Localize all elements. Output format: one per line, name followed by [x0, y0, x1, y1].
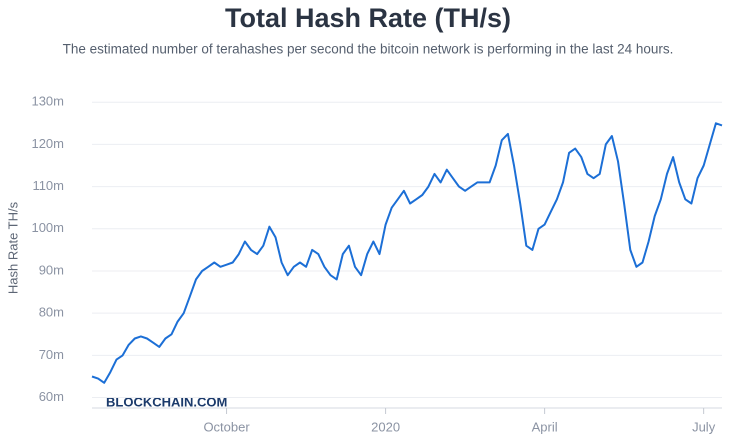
y-tick-label: 60m — [39, 389, 64, 404]
watermark: BLOCKCHAIN.COM — [106, 394, 227, 409]
y-tick-label: 110m — [32, 178, 64, 193]
y-tick-label: 120m — [31, 136, 64, 151]
y-tick-label: 130m — [31, 94, 64, 109]
chart-title: Total Hash Rate (TH/s) — [225, 3, 511, 33]
chart-subtitle: The estimated number of terahashes per s… — [63, 42, 674, 57]
y-tick-label: 70m — [39, 347, 64, 362]
x-tick-label: October — [203, 419, 250, 434]
x-tick-label: 2020 — [371, 419, 400, 434]
x-tick-label: July — [692, 419, 716, 434]
data-line — [91, 122, 723, 384]
x-tick-label: April — [532, 419, 558, 434]
y-axis-label: Hash Rate TH/s — [5, 201, 20, 294]
y-tick-label: 100m — [31, 220, 64, 235]
y-tick-label: 90m — [39, 262, 64, 277]
y-tick-label: 80m — [39, 305, 64, 320]
